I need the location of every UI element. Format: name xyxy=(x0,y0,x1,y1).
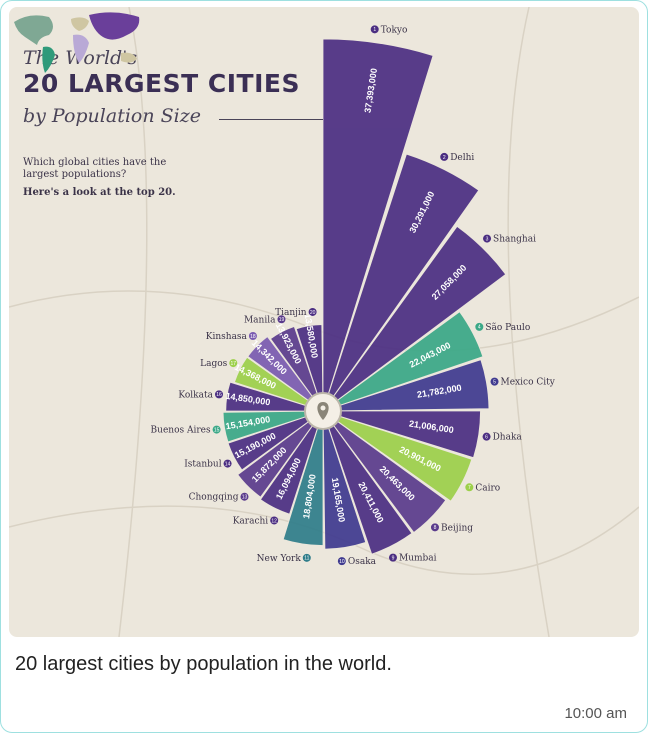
city-name: Chongqing xyxy=(189,493,239,503)
city-name: Tokyo xyxy=(381,25,408,35)
rank-badge xyxy=(430,523,439,532)
city-name: Cairo xyxy=(475,483,500,493)
rank-number: 17 xyxy=(230,361,236,367)
rank-number: 13 xyxy=(242,495,248,501)
rank-badge xyxy=(223,459,232,468)
city-label-cairo: 7 Cairo xyxy=(465,483,500,493)
rank-number: 12 xyxy=(271,518,277,524)
city-name: Dhaka xyxy=(493,433,523,443)
rank-badge xyxy=(440,152,449,161)
rank-badge xyxy=(490,377,499,386)
city-label-tokyo: 1 Tokyo xyxy=(370,25,408,35)
location-pin-icon xyxy=(317,402,329,420)
rank-number: 9 xyxy=(392,555,395,561)
rank-badge xyxy=(212,425,221,434)
rank-number: 19 xyxy=(279,317,285,323)
city-name: Shanghai xyxy=(493,235,536,245)
city-label-delhi: 2 Delhi xyxy=(440,152,474,163)
bg-map-line xyxy=(118,7,148,637)
city-name: São Paulo xyxy=(485,322,530,333)
city-label-dhaka: 6 Dhaka xyxy=(482,432,523,443)
rank-badge xyxy=(240,492,249,501)
rank-number: 18 xyxy=(250,334,256,340)
rank-badge xyxy=(248,331,257,340)
rank-number: 4 xyxy=(478,325,481,331)
rank-number: 7 xyxy=(468,485,471,491)
rank-badge xyxy=(308,307,317,316)
rank-number: 15 xyxy=(214,427,220,433)
question-text: Which global cities have the largest pop… xyxy=(23,157,167,180)
title-line-3: by Population Size xyxy=(23,105,201,127)
rank-badge xyxy=(229,359,238,368)
title-line-2: 20 LARGEST CITIES xyxy=(23,69,300,98)
rank-number: 20 xyxy=(310,310,316,316)
city-label-shanghai: 3 Shanghai xyxy=(483,234,536,245)
rank-number: 16 xyxy=(216,392,222,398)
city-name: Karachi xyxy=(233,516,269,526)
city-name: Delhi xyxy=(450,153,474,163)
message-time: 10:00 am xyxy=(564,705,627,722)
city-label-mexico-city: 5 Mexico City xyxy=(490,377,556,388)
rank-number: 10 xyxy=(339,559,345,565)
rank-badge xyxy=(337,557,346,566)
rank-badge xyxy=(388,553,397,562)
rank-number: 2 xyxy=(443,155,446,161)
rank-badge xyxy=(370,25,379,34)
rank-number: 11 xyxy=(304,556,309,562)
rank-number: 1 xyxy=(373,27,376,33)
infographic-image[interactable]: 37,393,000 1 Tokyo 30,291,000 2 Delhi 27,058,0… xyxy=(9,7,639,637)
city-label-beijing: 8 Beijing xyxy=(430,523,473,533)
bg-map-line xyxy=(9,505,639,575)
message-caption: 20 largest cities by population in the w… xyxy=(15,653,392,675)
city-name: Mexico City xyxy=(501,378,556,388)
rank-badge xyxy=(482,432,491,441)
city-name: Tianjin xyxy=(275,308,307,318)
rank-badge xyxy=(302,553,311,562)
city-label-osaka: 10 Osaka xyxy=(337,557,377,567)
location-pin-dot xyxy=(320,405,326,411)
rank-badge xyxy=(215,390,224,399)
city-name: Lagos xyxy=(200,359,228,369)
rank-badge xyxy=(475,322,484,331)
rank-badge xyxy=(277,315,286,324)
city-name: Kinshasa xyxy=(206,332,248,342)
city-name: Istanbul xyxy=(184,460,222,470)
city-name: Beijing xyxy=(441,523,473,533)
bg-map-line xyxy=(507,7,550,637)
city-name: New York xyxy=(257,554,302,564)
rank-number: 14 xyxy=(225,461,231,467)
city-label-s-o-paulo: 4 São Paulo xyxy=(475,322,530,333)
city-name: Mumbai xyxy=(399,554,437,564)
city-label-mumbai: 9 Mumbai xyxy=(388,553,437,564)
rank-number: 3 xyxy=(486,236,489,242)
city-name: Kolkata xyxy=(178,390,213,400)
rank-number: 6 xyxy=(485,434,488,440)
rank-badge xyxy=(483,234,492,243)
city-name: Buenos Aires xyxy=(151,426,211,436)
world-map-icon xyxy=(14,12,140,73)
rank-badge xyxy=(270,516,279,525)
title-rule xyxy=(219,119,323,120)
rank-number: 8 xyxy=(434,525,437,531)
city-name: Osaka xyxy=(348,557,377,567)
city-name: Manila xyxy=(244,315,276,325)
look-text: Here's a look at the top 20. xyxy=(23,187,176,198)
rank-number: 5 xyxy=(493,379,496,385)
rank-badge xyxy=(465,483,474,492)
